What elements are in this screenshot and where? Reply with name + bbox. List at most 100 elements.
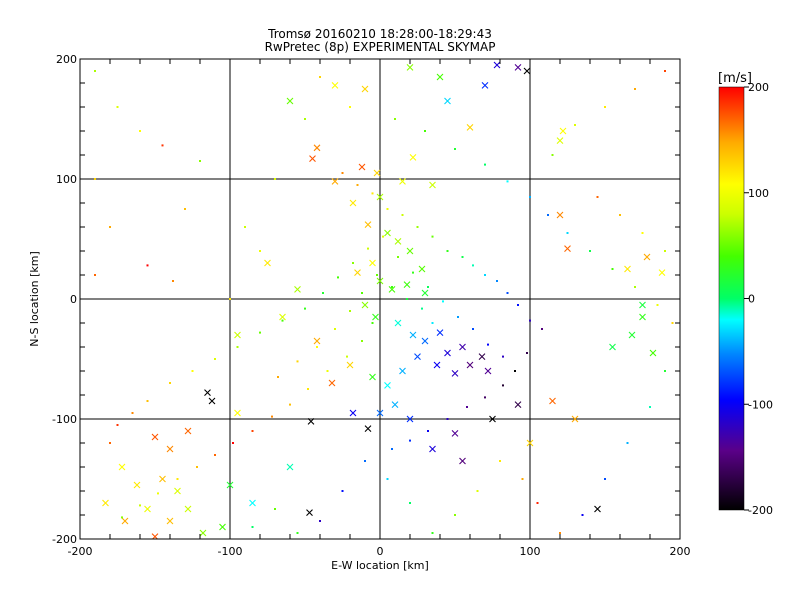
data-point-dot bbox=[146, 264, 149, 267]
data-point-cross bbox=[409, 154, 417, 161]
data-point-cross bbox=[436, 73, 444, 81]
colorbar-tick-label: 200 bbox=[748, 81, 769, 94]
data-point-cross bbox=[466, 361, 474, 369]
data-point-dot bbox=[109, 442, 111, 444]
data-point-dot bbox=[214, 454, 216, 456]
data-point-dot bbox=[116, 424, 119, 426]
data-point-cross bbox=[514, 401, 522, 408]
data-point-dot bbox=[611, 268, 614, 270]
data-point-dot bbox=[109, 226, 111, 228]
data-point-dot bbox=[341, 490, 344, 492]
chart-title: Tromsø 20160210 18:28:00-18:29:43 bbox=[267, 27, 492, 41]
data-point-dot bbox=[427, 286, 429, 288]
data-point-cross bbox=[294, 286, 301, 293]
chart-subtitle: RwPretec (8p) EXPERIMENTAL SKYMAP bbox=[265, 40, 496, 54]
data-point-cross bbox=[649, 349, 657, 357]
data-point-dot bbox=[566, 232, 569, 234]
data-point-dot bbox=[232, 442, 234, 444]
data-point-cross bbox=[451, 430, 459, 437]
data-point-dot bbox=[371, 322, 374, 324]
data-point-dot bbox=[442, 300, 444, 303]
data-point-dot bbox=[484, 396, 486, 399]
data-point-dot bbox=[472, 264, 474, 267]
data-point-dot bbox=[487, 343, 489, 346]
data-point-dot bbox=[529, 319, 531, 322]
data-point-cross bbox=[624, 265, 631, 273]
data-point-cross bbox=[184, 427, 192, 435]
data-point-cross bbox=[514, 64, 522, 71]
data-point-dot bbox=[229, 298, 231, 300]
data-point-cross bbox=[279, 313, 286, 321]
data-point-cross bbox=[523, 67, 531, 75]
data-point-cross bbox=[306, 509, 313, 516]
data-point-dot bbox=[574, 124, 576, 126]
data-point-dot bbox=[664, 250, 666, 252]
data-point-dot bbox=[316, 346, 318, 348]
colorbar-label: [m/s] bbox=[718, 71, 752, 86]
data-point-dot bbox=[514, 370, 516, 372]
data-point-dot bbox=[394, 118, 396, 120]
data-point-dot bbox=[664, 70, 666, 72]
data-point-cross bbox=[376, 409, 384, 417]
data-point-dot bbox=[172, 280, 174, 282]
data-point-dot bbox=[604, 106, 606, 108]
data-point-cross bbox=[451, 370, 459, 377]
data-point-dot bbox=[199, 160, 201, 162]
data-point-dot bbox=[157, 492, 159, 495]
colorbar-tick-label: 0 bbox=[748, 293, 755, 306]
y-axis: -200 -100 0 100 200 bbox=[52, 53, 680, 546]
data-point-cross bbox=[384, 229, 391, 237]
data-point-dot bbox=[397, 256, 399, 258]
data-point-dot bbox=[641, 232, 644, 234]
data-point-cross bbox=[559, 127, 567, 135]
data-point-dot bbox=[521, 478, 524, 480]
data-point-cross bbox=[444, 97, 451, 105]
data-point-cross bbox=[418, 265, 426, 273]
data-point-dot bbox=[271, 415, 273, 418]
data-point-cross bbox=[433, 361, 441, 369]
data-point-dot bbox=[296, 360, 299, 363]
data-point-dot bbox=[349, 106, 351, 108]
data-point-dot bbox=[259, 331, 261, 334]
data-point-dot bbox=[671, 322, 674, 324]
data-point-cross bbox=[331, 82, 339, 89]
data-point-dot bbox=[322, 292, 324, 294]
data-point-cross bbox=[429, 445, 436, 453]
data-point-cross bbox=[151, 433, 159, 441]
data-point-dot bbox=[184, 208, 186, 210]
data-point-dot bbox=[427, 430, 429, 432]
data-point-cross bbox=[628, 331, 636, 339]
data-point-cross bbox=[102, 499, 109, 507]
data-point-cross bbox=[421, 337, 429, 345]
data-point-cross bbox=[361, 301, 369, 309]
data-point-cross bbox=[459, 343, 466, 351]
data-point-dot bbox=[191, 370, 194, 372]
data-point-dot bbox=[391, 448, 393, 450]
data-point-cross bbox=[526, 439, 534, 447]
data-point-cross bbox=[406, 247, 414, 255]
x-tick-label: 200 bbox=[670, 545, 691, 558]
data-point-cross bbox=[406, 64, 414, 71]
data-point-dot bbox=[146, 400, 149, 402]
data-point-dot bbox=[361, 340, 363, 342]
y-tick-label: 200 bbox=[56, 53, 77, 66]
data-point-dot bbox=[274, 178, 276, 180]
data-point-cross bbox=[436, 329, 444, 336]
data-point-cross bbox=[409, 331, 417, 339]
data-point-cross bbox=[286, 463, 294, 471]
data-point-dot bbox=[349, 310, 351, 312]
data-point-cross bbox=[639, 313, 646, 321]
data-point-dot bbox=[536, 502, 539, 504]
data-point-dot bbox=[431, 235, 434, 238]
data-point-dot bbox=[391, 286, 393, 288]
data-point-cross bbox=[414, 353, 421, 360]
data-point-dot bbox=[547, 214, 549, 216]
data-point-dot bbox=[409, 439, 411, 442]
data-point-dot bbox=[431, 532, 434, 534]
data-point-cross bbox=[564, 245, 571, 252]
data-point-cross bbox=[264, 259, 271, 267]
data-point-dot bbox=[619, 214, 621, 216]
data-point-cross bbox=[556, 137, 564, 144]
data-point-dot bbox=[589, 250, 591, 252]
data-point-dot bbox=[121, 516, 123, 519]
